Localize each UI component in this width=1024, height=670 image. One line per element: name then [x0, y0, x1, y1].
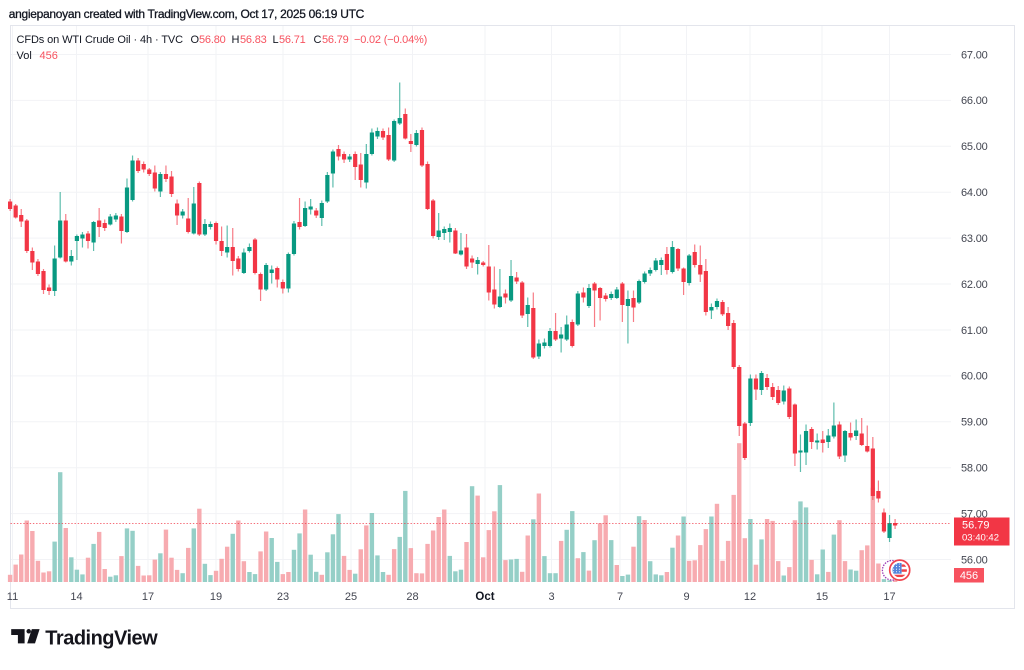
svg-text:−0.02 (−0.04%): −0.02 (−0.04%)	[354, 34, 427, 46]
svg-text:59.00: 59.00	[961, 417, 988, 429]
svg-text:56.83: 56.83	[240, 34, 267, 46]
svg-text:9: 9	[683, 591, 689, 603]
svg-text:65.00: 65.00	[961, 141, 988, 153]
svg-text:56.71: 56.71	[279, 34, 306, 46]
svg-text:23: 23	[277, 591, 289, 603]
svg-text:O: O	[191, 34, 200, 46]
svg-text:3: 3	[548, 591, 554, 603]
svg-text:58.00: 58.00	[961, 463, 988, 475]
svg-text:11: 11	[7, 591, 18, 603]
svg-text:7: 7	[617, 591, 623, 603]
svg-text:56.79: 56.79	[962, 520, 990, 532]
svg-text:17: 17	[142, 591, 154, 603]
svg-text:H: H	[232, 34, 240, 46]
svg-text:456: 456	[960, 570, 978, 582]
svg-text:61.00: 61.00	[961, 325, 988, 337]
svg-text:56.00: 56.00	[961, 554, 988, 566]
svg-text:Oct: Oct	[475, 591, 494, 603]
svg-text:57.00: 57.00	[961, 508, 988, 520]
svg-text:19: 19	[210, 591, 222, 603]
svg-text:60.00: 60.00	[961, 371, 988, 383]
svg-text:15: 15	[816, 591, 828, 603]
svg-text:25: 25	[345, 591, 357, 603]
svg-text:62.00: 62.00	[961, 279, 988, 291]
svg-text:12: 12	[744, 591, 756, 603]
svg-text:17: 17	[883, 591, 895, 603]
svg-text:64.00: 64.00	[961, 187, 988, 199]
svg-text:03:40:42: 03:40:42	[962, 533, 999, 544]
svg-text:67.00: 67.00	[961, 49, 988, 61]
svg-text:56.80: 56.80	[199, 34, 226, 46]
svg-text:14: 14	[70, 591, 82, 603]
svg-text:Vol: Vol	[17, 50, 32, 62]
svg-text:C: C	[314, 34, 322, 46]
svg-text:28: 28	[406, 591, 418, 603]
svg-text:66.00: 66.00	[961, 95, 988, 107]
svg-text:456: 456	[40, 50, 58, 62]
svg-text:56.79: 56.79	[322, 34, 349, 46]
svg-text:CFDs on WTI Crude Oil · 4h · T: CFDs on WTI Crude Oil · 4h · TVC	[17, 34, 184, 46]
svg-text:angiepanoyan created with Trad: angiepanoyan created with TradingView.co…	[9, 7, 365, 21]
svg-text:63.00: 63.00	[961, 233, 988, 245]
svg-text:L: L	[273, 34, 279, 46]
svg-text:TradingView: TradingView	[45, 627, 158, 649]
